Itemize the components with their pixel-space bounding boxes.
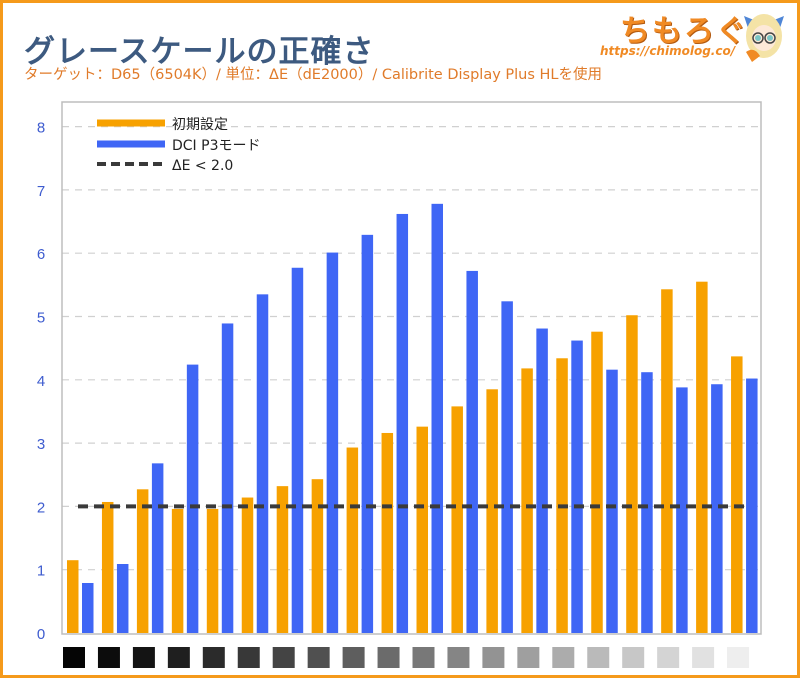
y-tick-label: 3 xyxy=(37,436,45,453)
bar-series2 xyxy=(151,463,164,633)
bar-series2 xyxy=(466,270,478,633)
bar-series1 xyxy=(136,489,149,633)
bars xyxy=(67,203,758,634)
bar-series2 xyxy=(361,234,374,633)
bar-series2 xyxy=(256,294,269,633)
bar-series2 xyxy=(711,384,723,633)
legend: 初期設定 DCI P3モード ΔE < 2.0 xyxy=(97,116,260,174)
bar-series1 xyxy=(416,426,428,633)
category-swatch xyxy=(272,647,295,668)
bar-series1 xyxy=(276,486,289,633)
y-tick-label: 8 xyxy=(37,120,45,137)
bar-series1 xyxy=(486,389,498,633)
bar-series2 xyxy=(82,582,94,633)
bar-series2 xyxy=(431,203,443,634)
bar-series2 xyxy=(571,340,583,633)
bar-series1 xyxy=(101,501,114,633)
bar-series1 xyxy=(67,560,79,633)
plot-border xyxy=(61,101,762,635)
bar-series2 xyxy=(396,213,409,634)
bar-series1 xyxy=(346,447,359,633)
bar-series2 xyxy=(326,252,339,633)
bar-series2 xyxy=(536,328,548,633)
bar-series2 xyxy=(116,564,129,633)
bar-series2 xyxy=(641,372,653,633)
category-swatch xyxy=(622,647,645,668)
category-swatch xyxy=(657,647,680,668)
y-tick-label: 2 xyxy=(37,499,45,516)
category-swatch xyxy=(412,647,435,668)
chart-subtitle: ターゲット：D65（6504K）/ 単位：ΔE（dE2000）/ Calibri… xyxy=(24,67,603,83)
bar-series1 xyxy=(311,479,324,633)
bar-series2 xyxy=(746,378,758,633)
bar-series1 xyxy=(451,406,463,633)
category-swatch xyxy=(167,647,190,668)
category-swatch xyxy=(517,647,540,668)
y-tick-label: 5 xyxy=(37,310,45,327)
y-axis-ticks: 0 1 2 3 4 5 6 7 8 xyxy=(37,120,45,643)
bar-series2 xyxy=(501,301,513,633)
y-tick-label: 7 xyxy=(37,183,45,200)
bar-series1 xyxy=(241,497,254,633)
category-swatch xyxy=(63,647,85,668)
category-swatch xyxy=(482,647,505,668)
category-swatch xyxy=(552,647,575,668)
bar-series1 xyxy=(381,432,394,633)
bar-series1 xyxy=(731,356,743,633)
y-tick-label: 6 xyxy=(37,246,45,263)
logo-text: ちもろぐ xyxy=(620,14,748,49)
category-swatch xyxy=(692,647,715,668)
y-tick-label: 0 xyxy=(37,626,45,643)
bar-series1 xyxy=(626,315,638,633)
bar-series2 xyxy=(676,387,688,633)
bar-series1 xyxy=(171,508,184,633)
legend-label-series1: 初期設定 xyxy=(172,116,228,133)
mascot-icon xyxy=(744,14,784,62)
logo-url: https://chimolog.co/ xyxy=(600,44,736,58)
category-swatch xyxy=(447,647,470,668)
bar-series1 xyxy=(556,358,568,633)
legend-label-series2: DCI P3モード xyxy=(172,138,260,154)
category-swatch xyxy=(97,647,120,668)
legend-label-threshold: ΔE < 2.0 xyxy=(172,158,233,174)
bar-series1 xyxy=(206,508,219,633)
category-swatch xyxy=(307,647,330,668)
site-logo[interactable]: ちもろぐ https://chimolog.co/ xyxy=(600,6,790,66)
category-swatch xyxy=(587,647,610,668)
category-swatch xyxy=(202,647,225,668)
gridlines xyxy=(62,125,761,571)
bar-series1 xyxy=(521,368,533,633)
bar-series2 xyxy=(291,267,304,633)
bar-series1 xyxy=(591,331,603,633)
category-swatch xyxy=(727,647,750,668)
chart-title: グレースケールの正確さ xyxy=(24,34,375,70)
category-swatch xyxy=(132,647,155,668)
grayscale-swatches xyxy=(63,647,750,668)
category-swatch xyxy=(377,647,400,668)
category-swatch xyxy=(342,647,365,668)
category-swatch xyxy=(237,647,260,668)
y-tick-label: 1 xyxy=(37,563,45,580)
bar-series2 xyxy=(221,323,234,633)
bar-series2 xyxy=(606,369,618,633)
bar-series1 xyxy=(661,289,673,633)
bar-series2 xyxy=(186,364,199,633)
bar-series1 xyxy=(696,281,708,633)
y-tick-label: 4 xyxy=(37,373,45,390)
